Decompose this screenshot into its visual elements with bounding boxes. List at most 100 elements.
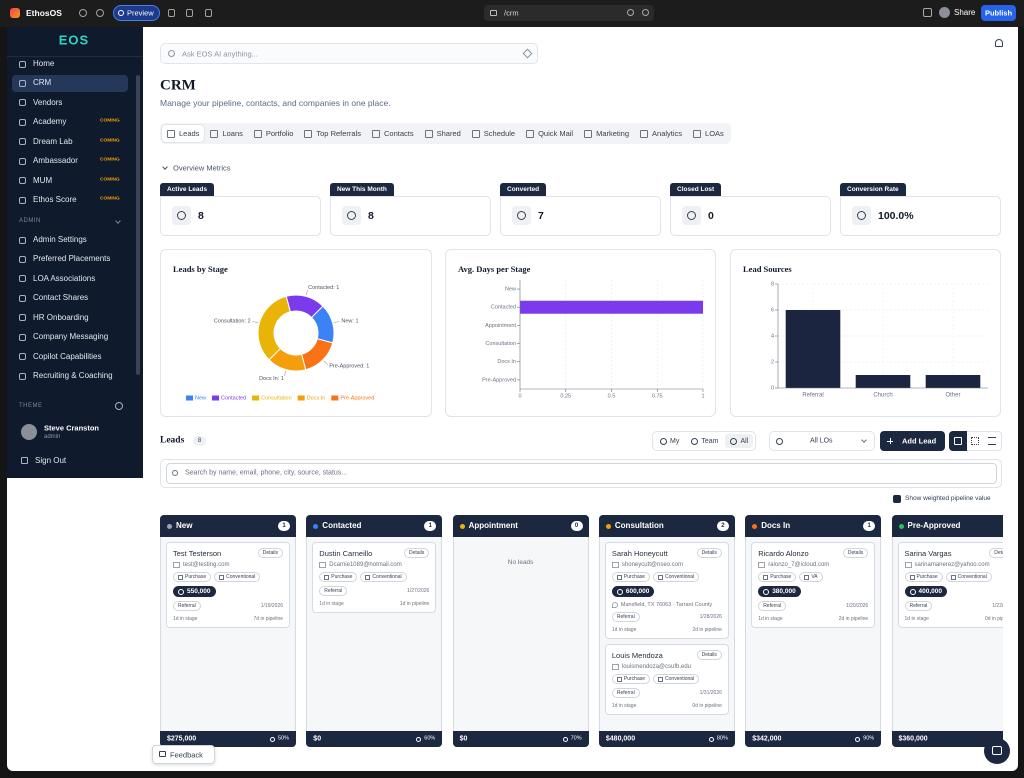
app-name[interactable]: EthosOS: [26, 7, 62, 18]
scope-option[interactable]: Team: [686, 434, 723, 448]
admin-nav-item[interactable]: Company Messaging: [33, 332, 109, 342]
add-lead-label[interactable]: Add Lead: [902, 436, 937, 446]
nav-item[interactable]: Dream Lab: [33, 136, 73, 146]
column-footer: $0 70%: [452, 731, 589, 747]
details-button[interactable]: Details: [404, 548, 430, 558]
ai-search[interactable]: [160, 43, 538, 64]
tab[interactable]: Contacts: [367, 125, 419, 142]
kanban-board: New 1 Test Testerson Details test@testing.co…: [160, 515, 1003, 747]
sign-out[interactable]: Sign Out: [35, 456, 67, 465]
nav-item[interactable]: Academy: [33, 117, 67, 127]
overview-title[interactable]: Overview Metrics: [173, 163, 231, 173]
lead-time-row: 1d in stage 0d in pipeline: [612, 703, 722, 709]
chat-bubble[interactable]: [984, 738, 1010, 764]
lead-card[interactable]: Test Testerson Details test@testing.com Pur…: [166, 542, 290, 628]
lead-date: 1/22/2026: [992, 603, 1003, 609]
toolbar-icon[interactable]: [168, 9, 175, 17]
lead-email: louismendoza@csufb.edu: [621, 664, 692, 670]
admin-nav-item[interactable]: Copilot Capabilities: [33, 351, 102, 361]
view-grid-icon[interactable]: [971, 437, 979, 445]
tab[interactable]: Schedule: [467, 125, 520, 142]
metric-icon-glyph: [687, 211, 696, 220]
nav-item[interactable]: Home: [33, 59, 55, 68]
lead-date: 1/31/2026: [699, 690, 722, 696]
lead-name: Sarina Vargas: [904, 548, 952, 558]
scope-option[interactable]: All: [725, 434, 754, 448]
nav-item[interactable]: MUM: [33, 175, 53, 185]
scope-option[interactable]: My: [655, 434, 684, 448]
lead-location: Mansfield, TX 76063 · Tarrant County: [620, 602, 713, 608]
toolbar-icon[interactable]: [186, 9, 193, 17]
nav-active-bg[interactable]: [12, 74, 128, 92]
toolbar-icon[interactable]: [205, 9, 212, 17]
tab[interactable]: Shared: [420, 125, 466, 142]
view-list-icon[interactable]: [988, 437, 996, 445]
tag-icon: [804, 574, 810, 580]
lo-filter[interactable]: [769, 431, 875, 451]
lead-time-row: 1d in stage 7d in pipeline: [173, 616, 283, 622]
amount-value: 600,000: [625, 588, 650, 595]
admin-nav-item[interactable]: Preferred Placements: [33, 254, 111, 264]
tab[interactable]: Marketing: [579, 125, 634, 142]
admin-nav-item[interactable]: Recruiting & Coaching: [33, 371, 113, 380]
admin-nav-item[interactable]: HR Onboarding: [33, 312, 89, 322]
nav-item[interactable]: Ethos Score: [33, 195, 77, 205]
lead-card[interactable]: Ricardo Alonzo Details ralonzo_7@icloud.co…: [751, 542, 876, 628]
nav-item[interactable]: Ambassador: [33, 156, 78, 166]
tab[interactable]: Loans: [205, 125, 247, 142]
tag-label: VA: [811, 574, 818, 580]
search-icon: [168, 50, 175, 57]
preview-label[interactable]: Preview: [127, 8, 154, 18]
publish-button[interactable]: [981, 5, 1016, 21]
lead-card[interactable]: Dustin Carneillo Details Dcarnie1089@hotma…: [312, 542, 437, 613]
lead-source-row: Referral 1/19/2026: [173, 601, 283, 611]
tag-label: Conventional: [372, 574, 402, 580]
sidebar-divider: [7, 56, 143, 57]
toolbar-icon[interactable]: [79, 9, 87, 17]
weighted-checkbox[interactable]: [893, 495, 901, 503]
preview-toggle[interactable]: [113, 5, 160, 21]
admin-nav-item[interactable]: Contact Shares: [33, 293, 89, 303]
tab[interactable]: Top Referrals: [299, 125, 366, 142]
nav-icon: [19, 196, 26, 204]
column-rate: 50%: [277, 735, 289, 742]
theme-toggle[interactable]: [115, 402, 123, 410]
tab[interactable]: Quick Mail: [521, 125, 578, 142]
tab[interactable]: Analytics: [635, 125, 687, 142]
nav-item[interactable]: CRM: [33, 78, 52, 88]
tab[interactable]: LOAs: [688, 125, 729, 142]
share-button[interactable]: Share: [954, 8, 976, 17]
bell-icon[interactable]: [995, 39, 1003, 47]
column-footer: $342,000 90%: [745, 731, 882, 747]
admin-nav-item[interactable]: Admin Settings: [33, 235, 87, 244]
lead-card-head: Test Testerson Details: [173, 548, 283, 558]
weighted-label[interactable]: Show weighted pipeline value: [905, 494, 991, 502]
details-button[interactable]: Details: [989, 548, 1003, 558]
url-action[interactable]: [642, 9, 649, 16]
tab[interactable]: Leads: [162, 125, 205, 142]
tab[interactable]: Portfolio: [249, 125, 299, 142]
device-icon[interactable]: [923, 8, 932, 17]
details-button[interactable]: Details: [842, 548, 869, 558]
feedback-button[interactable]: [152, 745, 215, 764]
publish-label[interactable]: Publish: [984, 8, 1013, 18]
add-lead-button[interactable]: [880, 431, 945, 451]
admin-nav-item[interactable]: LOA Associations: [33, 273, 96, 283]
lead-search[interactable]: [166, 463, 997, 484]
lead-card[interactable]: Sarina Vargas Details sarinamanerez@yahoo.…: [897, 542, 1003, 628]
nav-item[interactable]: Vendors: [33, 97, 63, 107]
lead-card[interactable]: Sarah Honeycutt Details shoneycutt@nseo.co…: [604, 542, 729, 639]
url-bar[interactable]: [484, 5, 654, 21]
details-button[interactable]: Details: [257, 548, 283, 558]
details-button[interactable]: Details: [696, 650, 722, 660]
feedback-label[interactable]: Feedback: [170, 750, 203, 760]
email-icon: [611, 664, 619, 670]
view-kanban[interactable]: [949, 431, 967, 451]
column-name: Docs In: [761, 521, 791, 530]
scope-label: My: [670, 437, 680, 445]
url-action[interactable]: [627, 9, 634, 16]
lead-source: Referral: [611, 612, 640, 622]
lead-card[interactable]: Louis Mendoza Details louismendoza@csufb.e…: [604, 644, 729, 715]
toolbar-icon[interactable]: [96, 9, 104, 17]
details-button[interactable]: Details: [696, 548, 722, 558]
